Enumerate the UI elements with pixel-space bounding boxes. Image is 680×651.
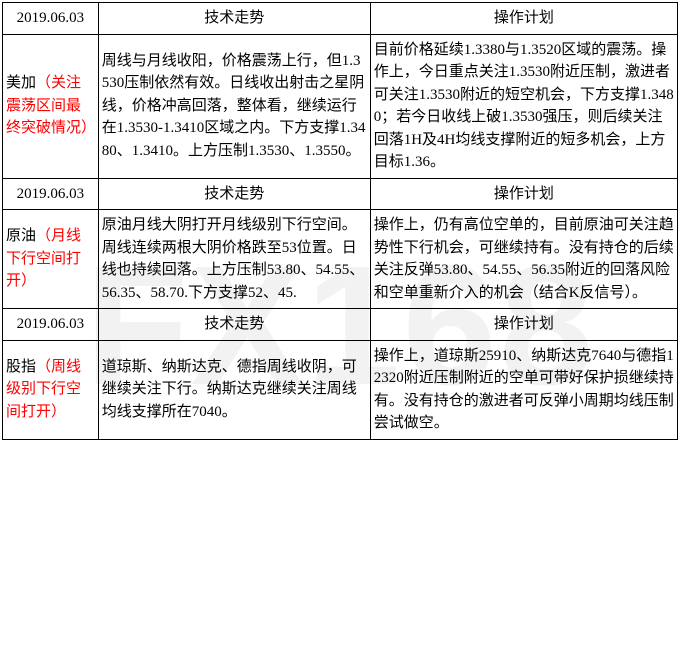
instrument-name: 美加: [6, 75, 36, 91]
tech-trend-cell: 周线与月线收阳，价格震荡上行，但1.3530压制依然有效。日线收出射击之星阴线，…: [98, 34, 370, 178]
tech-trend-cell: 道琼斯、纳斯达克、德指周线收阴，可继续关注下行。纳斯达克继续关注周线均线支撑所在…: [98, 340, 370, 439]
instrument-name: 股指: [6, 359, 36, 375]
instrument-label: 股指（周线级别下行空间打开）: [3, 340, 99, 439]
date-cell: 2019.06.03: [3, 309, 99, 341]
operation-plan-cell: 目前价格延续1.3380与1.3520区域的震荡。操作上，今日重点关注1.353…: [370, 34, 677, 178]
tech-trend-cell: 原油月线大阴打开月线级别下行空间。周线连续两根大阴价格跌至53位置。日线也持续回…: [98, 210, 370, 309]
instrument-label: 原油（月线下行空间打开）: [3, 210, 99, 309]
col-header-tech: 技术走势: [98, 178, 370, 210]
col-header-tech: 技术走势: [98, 309, 370, 341]
analysis-table: 2019.06.03技术走势操作计划美加（关注震荡区间最终突破情况）周线与月线收…: [2, 2, 678, 440]
operation-plan-cell: 操作上，仍有高位空单的，目前原油可关注趋势性下行机会，可继续持有。没有持仓的后续…: [370, 210, 677, 309]
col-header-plan: 操作计划: [370, 3, 677, 35]
col-header-tech: 技术走势: [98, 3, 370, 35]
operation-plan-cell: 操作上，道琼斯25910、纳斯达克7640与德指12320附近压制附近的空单可带…: [370, 340, 677, 439]
instrument-label: 美加（关注震荡区间最终突破情况）: [3, 34, 99, 178]
date-cell: 2019.06.03: [3, 178, 99, 210]
date-cell: 2019.06.03: [3, 3, 99, 35]
col-header-plan: 操作计划: [370, 178, 677, 210]
col-header-plan: 操作计划: [370, 309, 677, 341]
instrument-name: 原油: [6, 228, 36, 244]
